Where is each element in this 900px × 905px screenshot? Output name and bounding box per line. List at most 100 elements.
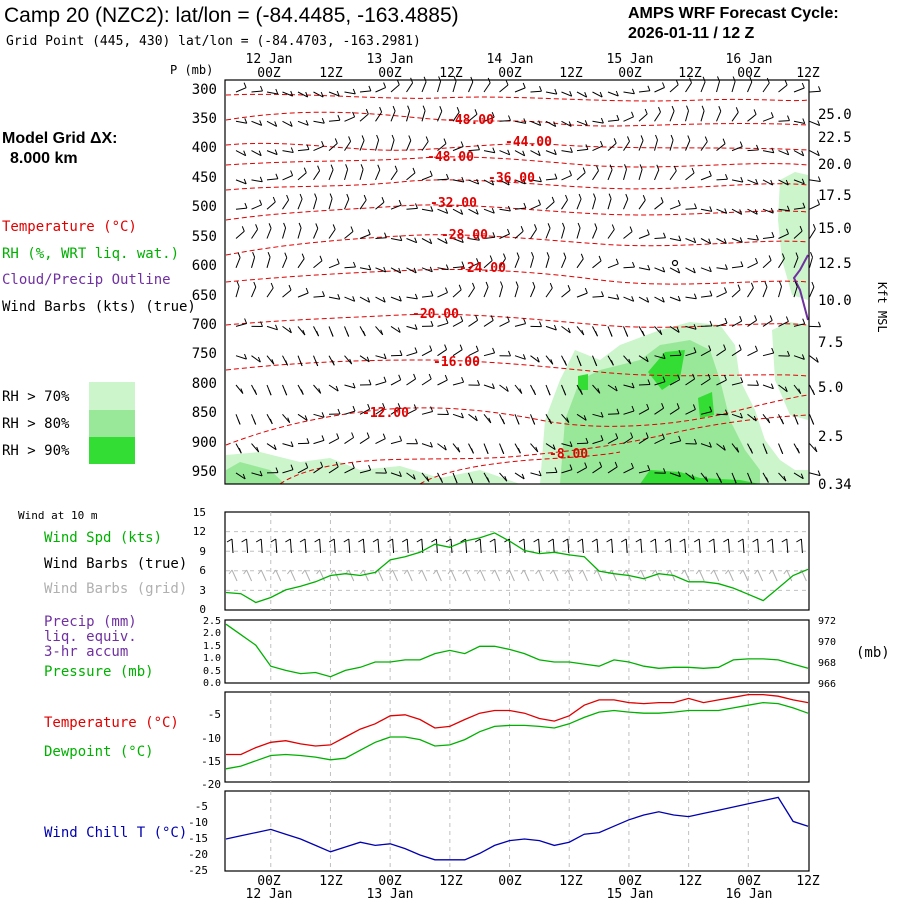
wind-barb-grid	[247, 570, 252, 581]
wind-barb-shaft	[732, 290, 740, 297]
wind-barb-flag	[535, 224, 537, 229]
wind-barb-shaft	[701, 296, 712, 297]
wind-barb-shaft	[283, 176, 293, 180]
wind-barb-flag	[583, 168, 585, 173]
wind-barb-flag	[726, 174, 728, 179]
temp-panel-frame	[225, 692, 809, 782]
wind-barb-shaft	[236, 121, 247, 123]
wind-barb-shaft	[267, 257, 270, 268]
wind-barb-flag	[306, 288, 308, 293]
wind-barb-true	[641, 539, 642, 553]
wind-barb-shaft	[763, 260, 771, 267]
rh80-label: RH > 80%	[2, 416, 70, 432]
wind-barb-flag	[476, 346, 478, 351]
wind-barb-flag	[645, 109, 647, 114]
precip-tick: 2.0	[203, 628, 221, 639]
wind-barb-flag	[610, 332, 612, 337]
wind-barb-shaft	[670, 355, 681, 356]
wind-barb-flag	[710, 291, 712, 296]
wind-barb-flag	[533, 420, 535, 425]
wind-speed-panel: 15 12 9 6 3 0	[193, 506, 809, 616]
wind-barb-flag	[563, 223, 565, 228]
wind-barb-flag	[414, 374, 416, 379]
wind-barb-shaft	[500, 322, 510, 327]
wind-barb-flag	[626, 194, 628, 199]
wind-barb-flag	[368, 229, 370, 234]
date-label: 13 Jan	[367, 887, 414, 900]
wind-barb-flag	[811, 252, 813, 257]
wind-barb-flag	[770, 315, 772, 320]
wind-barb-shaft	[577, 259, 583, 268]
windchill-tick: -20	[188, 848, 208, 861]
wind-barb-true	[495, 539, 496, 553]
wind-barb-shaft	[267, 228, 271, 238]
wind-barb-flag	[756, 258, 758, 263]
wind-barb-true-flag	[738, 539, 743, 542]
wind-barb-shaft	[763, 237, 774, 238]
wind-barb-grid	[466, 570, 471, 581]
wind-barb-shaft	[298, 228, 301, 239]
wind-barb-shaft	[670, 85, 678, 92]
wind-barb-shaft	[794, 88, 804, 92]
wind-barb-flag	[632, 112, 634, 117]
wind-barb-shaft	[546, 92, 557, 94]
wind-barb-true-flag	[402, 539, 407, 542]
wind-barb-flag	[486, 282, 488, 287]
height-tick: 17.5	[818, 188, 852, 204]
wind-barb-shaft	[748, 320, 757, 326]
time-label: 12Z	[559, 66, 583, 81]
pressure-series	[226, 624, 808, 677]
wind-barb-flag	[532, 252, 534, 257]
wind-barb-grid-flag	[360, 570, 363, 574]
wind-barb-shaft	[810, 205, 820, 210]
wind-barb-flag	[740, 316, 742, 321]
wind-barb-shaft	[763, 83, 769, 92]
wind-barb-true-flag	[607, 539, 612, 542]
date-label: 12 Jan	[246, 52, 293, 67]
wind-barb-shaft	[376, 88, 386, 92]
wind-barb-flag	[612, 225, 614, 230]
wind-barb-shaft	[438, 81, 441, 92]
wind-barb-flag	[352, 433, 354, 438]
wind-barb-shaft	[639, 268, 650, 270]
wind-barb-flag	[440, 106, 442, 111]
legend-rh: RH (%, WRT liq. wat.)	[2, 246, 179, 262]
wind-barb-shaft	[236, 287, 239, 298]
wind-barb-shaft	[546, 472, 557, 473]
contour-label: -32.00	[430, 196, 477, 211]
wind-barb-shaft	[639, 140, 643, 150]
calm-wind-marker	[673, 261, 678, 266]
wind-barb-shaft	[283, 228, 286, 239]
wind-barb-shaft	[500, 209, 511, 211]
wind-barb-flag	[271, 283, 273, 288]
wind-barb-flag	[812, 282, 814, 287]
wind-barb-shaft	[345, 141, 351, 150]
wind-barb-shaft	[236, 208, 247, 209]
wind-barb-grid	[641, 570, 646, 581]
wind-barb-flag	[361, 164, 363, 169]
wind-barb-flag	[765, 282, 767, 287]
station-title: Camp 20 (NZC2): lat/lon = (-84.4485, -16…	[4, 4, 459, 27]
wind-barb-flag	[741, 377, 743, 382]
wind-barb-shaft	[608, 230, 614, 239]
wind-barb-flag	[523, 83, 525, 88]
wind-barb-true-flag	[796, 539, 801, 542]
wind-barb-shaft	[422, 82, 426, 92]
top-time-axis: 00Z 12Z 00Z 12Z 00Z 12Z 00Z 12Z 00Z 12Z …	[246, 52, 820, 81]
rh90-label: RH > 90%	[2, 443, 70, 459]
time-label: 00Z	[737, 66, 761, 81]
temperature-series	[226, 695, 808, 755]
wind-barb-shaft	[748, 239, 759, 241]
pressure-tick: 950	[192, 464, 217, 480]
wind-barb-shaft	[345, 169, 348, 180]
wind-barb-flag	[244, 83, 246, 88]
wind-barb-flag	[533, 282, 535, 287]
wind-barb-flag	[444, 139, 446, 144]
wind-barb-true-flag	[563, 539, 568, 542]
wind-barb-flag	[504, 254, 506, 259]
wind-barb-shaft	[639, 114, 647, 121]
wind-barb-shaft	[577, 173, 585, 180]
wind-barb-flag	[473, 283, 475, 288]
rh90-region-c	[578, 374, 588, 390]
